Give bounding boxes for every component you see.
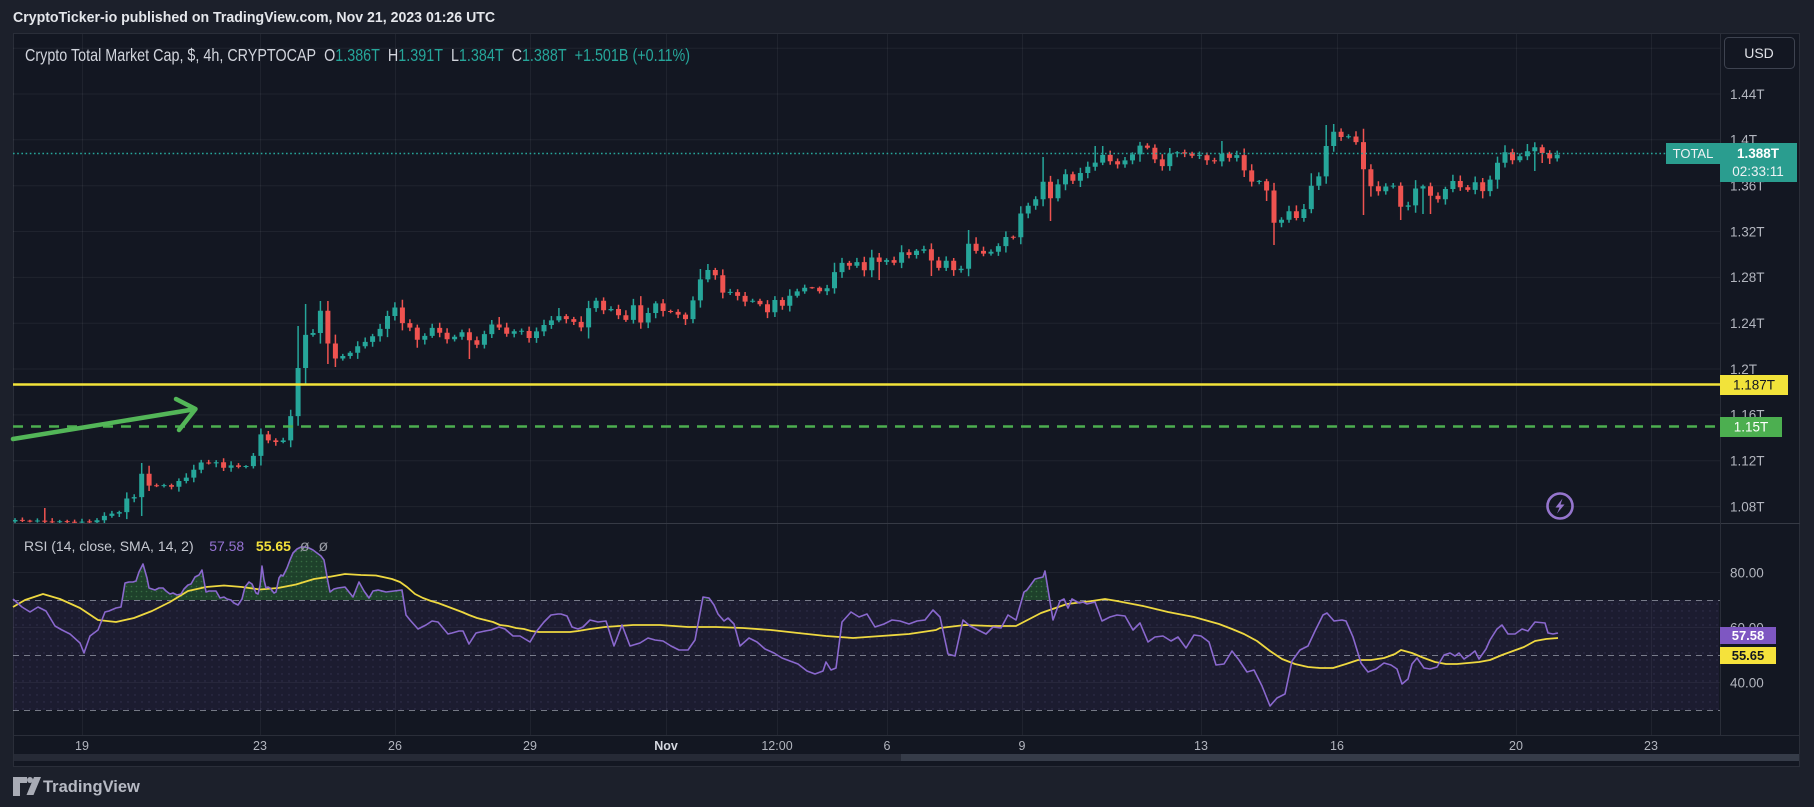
svg-text:6: 6 [884, 739, 891, 753]
svg-text:1.12T: 1.12T [1730, 454, 1765, 469]
svg-text:1.44T: 1.44T [1730, 87, 1765, 102]
svg-text:TOTAL: TOTAL [1673, 146, 1714, 161]
svg-text:19: 19 [75, 739, 89, 753]
svg-text:1.36T: 1.36T [1730, 178, 1765, 193]
svg-text:16: 16 [1330, 739, 1344, 753]
svg-text:02:33:11: 02:33:11 [1732, 164, 1784, 179]
svg-text:40.00: 40.00 [1730, 675, 1764, 690]
svg-text:26: 26 [388, 739, 402, 753]
svg-text:1.187T: 1.187T [1733, 378, 1775, 393]
svg-text:TradingView: TradingView [43, 778, 140, 796]
svg-text:23: 23 [253, 739, 267, 753]
svg-text:1.24T: 1.24T [1730, 316, 1765, 331]
svg-text:23: 23 [1644, 739, 1658, 753]
svg-text:12:00: 12:00 [761, 739, 792, 753]
svg-text:1.2T: 1.2T [1730, 362, 1757, 377]
svg-text:80.00: 80.00 [1730, 565, 1764, 580]
svg-text:20: 20 [1509, 739, 1523, 753]
svg-text:1.388T: 1.388T [1737, 146, 1780, 161]
svg-text:55.65: 55.65 [1732, 648, 1765, 663]
svg-text:1.15T: 1.15T [1734, 420, 1769, 435]
svg-text:1.32T: 1.32T [1730, 224, 1765, 239]
svg-text:1.28T: 1.28T [1730, 270, 1765, 285]
svg-text:29: 29 [523, 739, 537, 753]
svg-text:1.08T: 1.08T [1730, 499, 1765, 514]
svg-text:9: 9 [1019, 739, 1026, 753]
svg-text:Nov: Nov [654, 739, 678, 753]
svg-text:13: 13 [1194, 739, 1208, 753]
svg-text:USD: USD [1744, 45, 1774, 61]
svg-text:57.58: 57.58 [1732, 628, 1765, 643]
